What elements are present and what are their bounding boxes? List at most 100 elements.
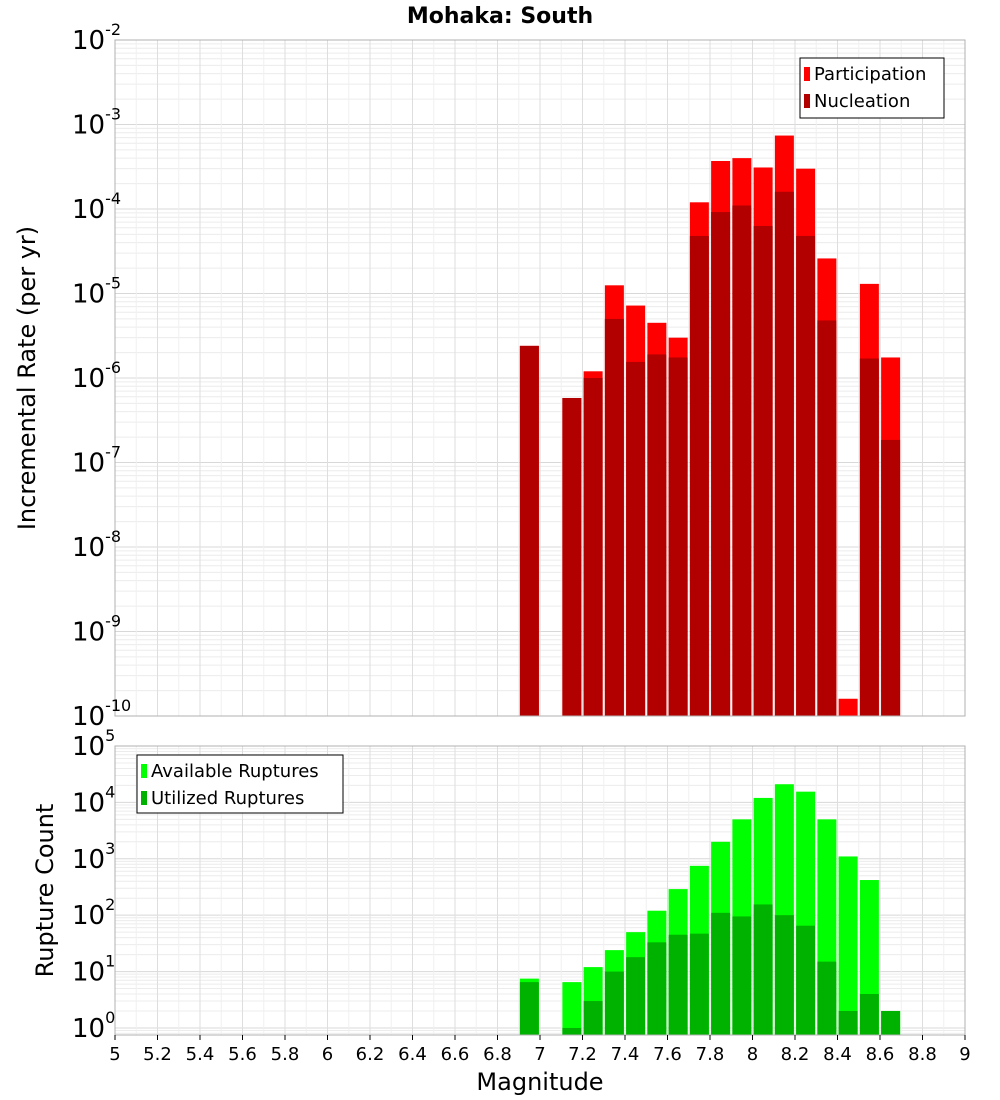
legend-label: Available Ruptures xyxy=(151,761,319,782)
y-tick-label: 10-2 xyxy=(72,20,121,56)
y-tick-exponent: 4 xyxy=(105,782,115,801)
x-tick-label: 5.8 xyxy=(271,1044,300,1065)
x-tick-label: 5.2 xyxy=(143,1044,172,1065)
bar-utilized-ruptures-m7.95 xyxy=(732,916,752,1035)
y-tick-exponent: 3 xyxy=(105,839,115,858)
y-tick-exponent: -5 xyxy=(105,274,121,293)
x-tick-label: 9 xyxy=(959,1044,970,1065)
bar-nucleation-m8.65 xyxy=(881,439,901,716)
bar-nucleation-m8.35 xyxy=(817,320,837,716)
bar-utilized-ruptures-m7.45 xyxy=(626,957,646,1035)
bar-available-ruptures-m8.45 xyxy=(838,856,858,1035)
x-tick-label: 7 xyxy=(534,1044,545,1065)
bar-available-ruptures-m7.15 xyxy=(562,982,582,1035)
legend-swatch xyxy=(804,67,810,81)
bar-utilized-ruptures-m8.25 xyxy=(796,925,816,1035)
x-tick-label: 8.6 xyxy=(866,1044,895,1065)
y-tick-label: 10-10 xyxy=(72,696,131,732)
y-tick-exponent: -6 xyxy=(105,358,121,377)
y-tick-label: 10-9 xyxy=(72,612,121,648)
bar-utilized-ruptures-m7.15 xyxy=(562,1027,582,1035)
bar-nucleation-m7.15 xyxy=(562,397,582,716)
y-tick-exponent: -10 xyxy=(105,696,131,715)
y-tick-label: 10-5 xyxy=(72,274,121,310)
x-tick-label: 5.4 xyxy=(186,1044,215,1065)
x-tick-label: 8.4 xyxy=(823,1044,852,1065)
legend-label: Nucleation xyxy=(814,91,910,112)
legend-box xyxy=(799,57,945,119)
bar-nucleation-m7.25 xyxy=(583,378,603,716)
x-tick-label: 8.8 xyxy=(908,1044,937,1065)
y-tick-label: 103 xyxy=(72,839,115,875)
bar-nucleation-m7.65 xyxy=(668,357,688,716)
bar-utilized-ruptures-m7.35 xyxy=(604,971,624,1035)
count-legend: Available Ruptures Utilized Ruptures xyxy=(136,754,344,814)
legend-swatch xyxy=(804,94,810,108)
bar-nucleation-m8.15 xyxy=(774,191,794,717)
x-tick-label: 6.4 xyxy=(398,1044,427,1065)
bar-utilized-ruptures-m6.95 xyxy=(519,982,539,1035)
bar-nucleation-m8.25 xyxy=(796,235,816,716)
y-tick-exponent: -4 xyxy=(105,189,121,208)
y-tick-label: 10-4 xyxy=(72,189,121,225)
bar-nucleation-m7.35 xyxy=(604,318,624,716)
bar-nucleation-m7.75 xyxy=(689,235,709,716)
x-tick-label: 7.2 xyxy=(568,1044,597,1065)
x-axis: 5 5.2 5.4 5.6 5.8 6 6.2 6.4 6.6 6.8 7 7.2 7.4 7.6 7.8 8… xyxy=(109,1035,971,1065)
y-tick-exponent: 1 xyxy=(105,952,115,971)
bar-nucleation-m7.45 xyxy=(626,361,646,716)
legend-box xyxy=(136,754,344,814)
x-tick-label: 8 xyxy=(747,1044,758,1065)
rate-grid xyxy=(114,39,966,717)
x-tick-label: 6.2 xyxy=(356,1044,385,1065)
y-tick-label: 10-3 xyxy=(72,105,121,141)
bar-nucleation-m8.55 xyxy=(859,358,879,716)
bar-participation-m8.45 xyxy=(838,698,858,716)
bar-utilized-ruptures-m7.25 xyxy=(583,1001,603,1035)
bar-utilized-ruptures-m7.65 xyxy=(668,934,688,1035)
y-tick-exponent: -2 xyxy=(105,20,121,39)
series-nucleation xyxy=(519,191,901,717)
x-tick-label: 7.4 xyxy=(611,1044,640,1065)
bar-utilized-ruptures-m7.75 xyxy=(689,933,709,1035)
y-tick-label: 105 xyxy=(72,726,115,762)
y-tick-exponent: -8 xyxy=(105,527,121,546)
bar-utilized-ruptures-m7.85 xyxy=(711,912,731,1035)
legend-label: Utilized Ruptures xyxy=(151,788,304,809)
x-tick-label: 6.6 xyxy=(441,1044,470,1065)
bar-nucleation-m7.85 xyxy=(711,212,731,716)
y-tick-exponent: 2 xyxy=(105,895,115,914)
x-tick-label: 6.8 xyxy=(483,1044,512,1065)
x-tick-label: 7.6 xyxy=(653,1044,682,1065)
x-tick-label: 5.6 xyxy=(228,1044,257,1065)
series-utilized-ruptures xyxy=(519,904,901,1035)
y-tick-label: 104 xyxy=(72,782,115,818)
bar-utilized-ruptures-m8.45 xyxy=(838,1010,858,1035)
y-tick-label: 101 xyxy=(72,952,115,988)
rate-legend: Participation Nucleation xyxy=(799,57,945,119)
bar-nucleation-m6.95 xyxy=(519,345,539,716)
legend-label: Participation xyxy=(814,64,926,85)
x-axis-label: Magnitude xyxy=(476,1068,603,1096)
rate-plot-border xyxy=(114,39,966,717)
bar-nucleation-m7.55 xyxy=(647,354,667,716)
y-tick-label: 10-6 xyxy=(72,358,121,394)
x-tick-label: 7.8 xyxy=(696,1044,725,1065)
rate-y-axis-label: Incremental Rate (per yr) xyxy=(13,226,41,530)
chart-title: Mohaka: South xyxy=(407,4,593,29)
y-tick-exponent: -9 xyxy=(105,612,121,631)
y-tick-exponent: -3 xyxy=(105,105,121,124)
bar-nucleation-m8.05 xyxy=(753,225,773,716)
y-tick-exponent: 5 xyxy=(105,726,115,745)
bar-utilized-ruptures-m7.55 xyxy=(647,942,667,1035)
x-tick-label: 5 xyxy=(109,1044,120,1065)
y-tick-exponent: 0 xyxy=(105,1008,115,1027)
rate-bars xyxy=(519,135,901,717)
x-tick-label: 8.2 xyxy=(781,1044,810,1065)
x-tick-label: 6 xyxy=(322,1044,333,1065)
bar-utilized-ruptures-m8.65 xyxy=(881,1010,901,1035)
bar-nucleation-m7.95 xyxy=(732,205,752,716)
